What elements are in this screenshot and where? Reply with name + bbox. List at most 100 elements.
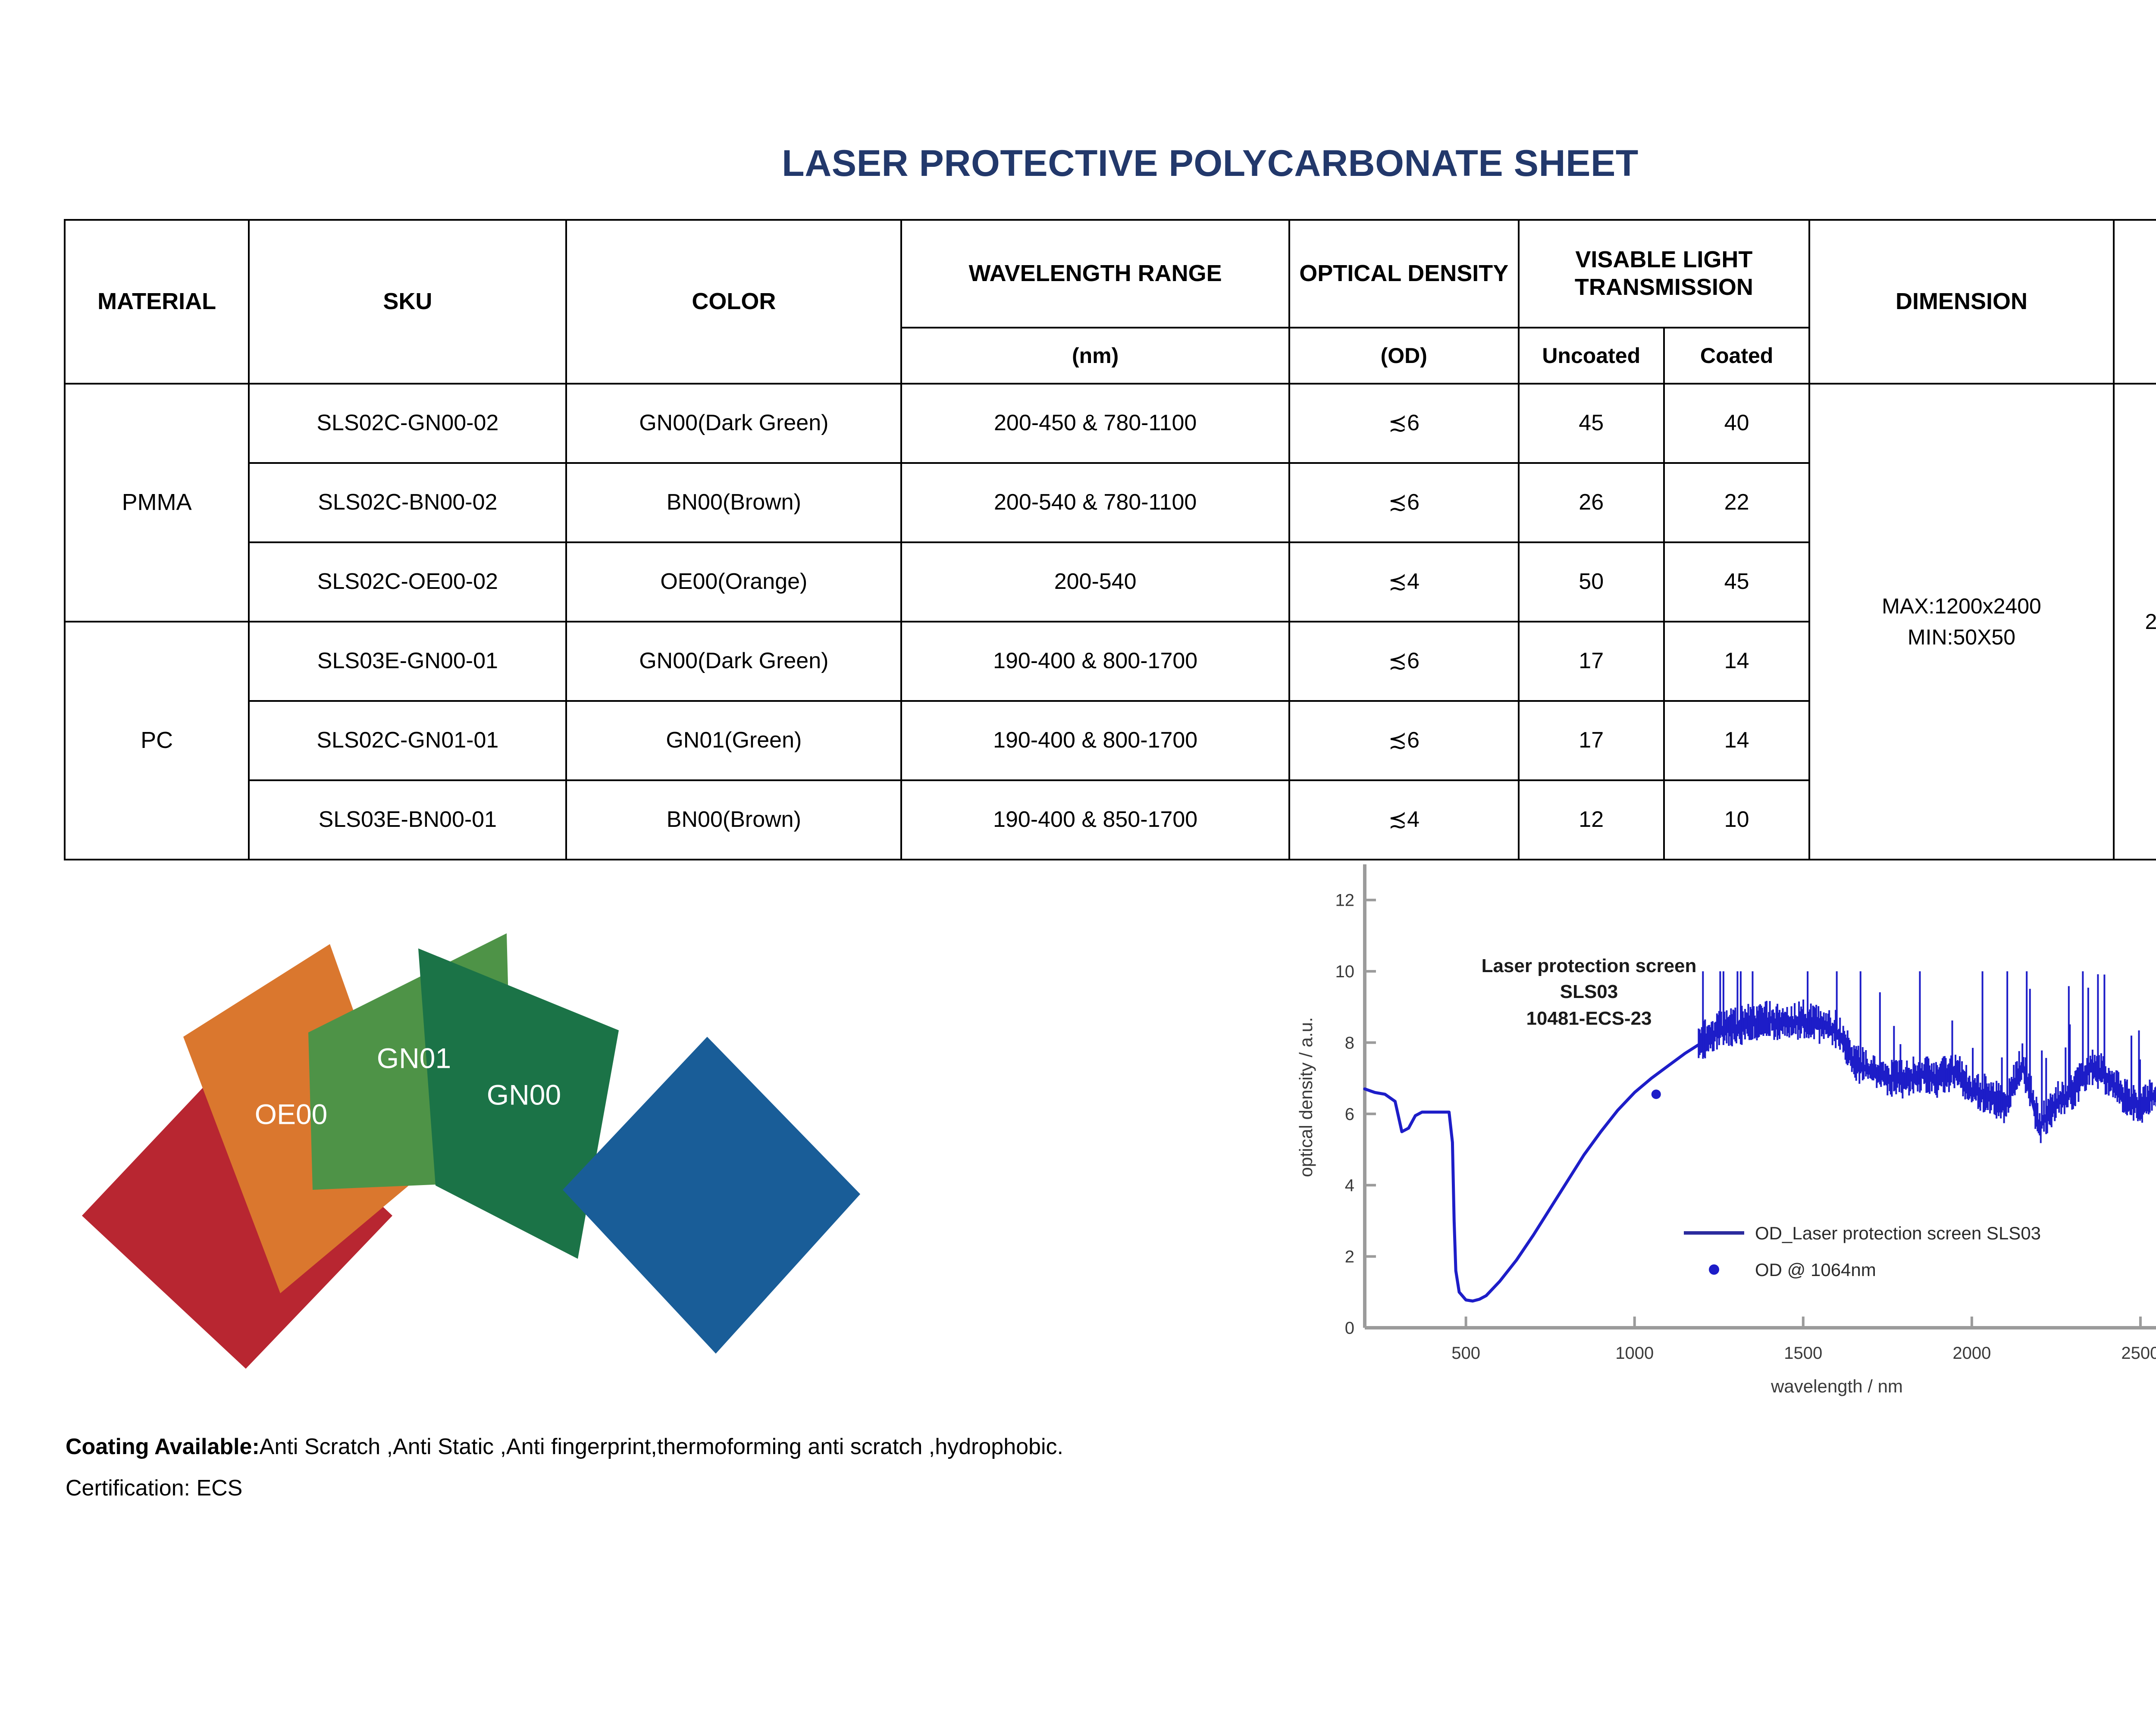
header-dimension: DIMENSION	[1808, 219, 2115, 385]
header-coated: Coated	[1663, 327, 1811, 385]
cell-wavelength: 190-400 & 800-1700	[900, 621, 1290, 702]
certification-line: Certification: ECS	[66, 1476, 243, 1501]
cell-thickness: 2mm/3.5mm/5 mm	[2112, 383, 2156, 860]
footer-notes: Coating Available:Anti Scratch ,Anti Sta…	[66, 1436, 1963, 1518]
coating-available-value: Anti Scratch ,Anti Static ,Anti fingerpr…	[259, 1434, 1063, 1459]
svg-text:2000: 2000	[1952, 1344, 1991, 1363]
cell-sku: SLS02C-BN00-02	[248, 462, 567, 543]
table-row: SLS02C-OE00-02 OE00(Orange) 200-540 ≾4 5…	[65, 541, 2156, 622]
cell-sku: SLS02C-OE00-02	[248, 541, 567, 622]
cell-sku: SLS02C-GN01-01	[248, 700, 567, 781]
specification-table: MATERIAL SKU COLOR WAVELENGTH RANGE OPTI…	[63, 219, 2156, 860]
page-title: LASER PROTECTIVE POLYCARBONATE SHEET	[782, 143, 1639, 184]
cell-uncoated: 17	[1517, 700, 1665, 781]
cell-optical-density: ≾4	[1288, 779, 1520, 860]
chart-annotation-line1: Laser protection screen	[1482, 955, 1697, 976]
cell-coated: 45	[1663, 541, 1811, 622]
cell-wavelength: 190-400 & 850-1700	[900, 779, 1290, 860]
cell-coated: 40	[1663, 383, 1811, 464]
dimension-min: MIN:50X50	[1907, 625, 2016, 649]
od-1064nm-marker	[1651, 1089, 1661, 1099]
header-material: MATERIAL	[63, 219, 250, 385]
cell-color: OE00(Orange)	[565, 541, 903, 622]
cell-uncoated: 12	[1517, 779, 1665, 860]
header-uncoated: Uncoated	[1517, 327, 1665, 385]
cell-wavelength: 190-400 & 800-1700	[900, 700, 1290, 781]
cell-optical-density: ≾6	[1288, 383, 1520, 464]
red-panel	[82, 1060, 392, 1369]
cell-dimension: MAX:1200x2400 MIN:50X50	[1808, 383, 2115, 860]
cell-color: BN00(Brown)	[565, 462, 903, 543]
table-header-row-primary: MATERIAL SKU COLOR WAVELENGTH RANGE OPTI…	[63, 219, 2156, 385]
cell-optical-density: ≾6	[1288, 462, 1520, 543]
header-sku: SKU	[248, 219, 567, 385]
svg-text:6: 6	[1345, 1105, 1354, 1124]
cell-optical-density: ≾6	[1288, 700, 1520, 781]
table-row: SLS02C-GN01-01 GN01(Green) 190-400 & 800…	[65, 700, 2156, 781]
header-od-unit: (OD)	[1288, 327, 1520, 385]
blue-panel	[563, 1037, 860, 1354]
svg-text:1500: 1500	[1784, 1344, 1822, 1363]
table-header-row-units: (nm) (OD) Uncoated Coated	[65, 327, 2156, 385]
cell-color: BN00(Brown)	[565, 779, 903, 860]
table-row: PC SLS03E-GN00-01 GN00(Dark Green) 190-4…	[63, 621, 2156, 860]
cell-sku: SLS03E-GN00-01	[248, 621, 567, 702]
chart-annotation-line3: 10481-ECS-23	[1526, 1008, 1651, 1029]
svg-text:0: 0	[1345, 1319, 1354, 1338]
table-row: SLS03E-BN00-01 BN00(Brown) 190-400 & 850…	[65, 779, 2156, 860]
chart-x-axis-title: wavelength / nm	[1771, 1376, 1903, 1396]
cell-coated: 14	[1663, 621, 1811, 702]
chart-y-ticks: 0 2 4 6 8 10 12	[1335, 891, 1376, 1338]
cell-wavelength: 200-540	[900, 541, 1290, 622]
chart-annotation-line2: SLS03	[1560, 981, 1618, 1002]
svg-text:4: 4	[1345, 1176, 1354, 1195]
dark-green-panel-label: GN00	[487, 1079, 561, 1110]
orange-panel-label: OE00	[255, 1098, 328, 1130]
cell-uncoated: 45	[1517, 383, 1665, 464]
header-wavelength-range: WAVELENGTH RANGE	[900, 219, 1290, 328]
cell-wavelength: 200-450 & 780-1100	[900, 383, 1290, 464]
legend-label-line: OD_Laser protection screen SLS03	[1755, 1223, 2041, 1243]
svg-text:2: 2	[1345, 1248, 1354, 1267]
cell-color: GN01(Green)	[565, 700, 903, 781]
header-wavelength-unit: (nm)	[900, 327, 1290, 385]
cell-uncoated: 26	[1517, 462, 1665, 543]
legend-dot-swatch	[1709, 1264, 1719, 1275]
chart-x-ticks: 50010001500200025003000	[1451, 1317, 2156, 1363]
coating-available-line: Coating Available:Anti Scratch ,Anti Sta…	[66, 1436, 1963, 1458]
cell-coated: 10	[1663, 779, 1811, 860]
table-row: PMMA SLS02C-GN00-02 GN00(Dark Green) 200…	[63, 383, 2156, 860]
dark-green-panel	[418, 948, 619, 1259]
color-panels-figure: OE00 GN01 GN00	[73, 888, 1212, 1375]
header-visible-light-transmission: VISABLE LIGHT TRANSMISSION	[1517, 219, 1811, 328]
svg-text:10: 10	[1335, 962, 1355, 981]
svg-text:2500: 2500	[2121, 1344, 2156, 1363]
svg-text:1000: 1000	[1615, 1344, 1654, 1363]
svg-text:500: 500	[1451, 1344, 1480, 1363]
legend-label-dot: OD @ 1064nm	[1755, 1260, 1876, 1280]
header-thickness: THICKNESS	[2112, 219, 2156, 385]
cell-color: GN00(Dark Green)	[565, 383, 903, 464]
svg-text:12: 12	[1335, 891, 1355, 910]
cell-material-pc: PC	[63, 621, 250, 860]
coating-available-label: Coating Available:	[66, 1434, 260, 1459]
cell-wavelength: 200-540 & 780-1100	[900, 462, 1290, 543]
cell-color: GN00(Dark Green)	[565, 621, 903, 702]
chart-y-axis-title: optical density / a.u.	[1296, 1017, 1316, 1177]
cell-coated: 22	[1663, 462, 1811, 543]
cell-sku: SLS02C-GN00-02	[248, 383, 567, 464]
cell-uncoated: 17	[1517, 621, 1665, 702]
od-curve	[1363, 1020, 2156, 1303]
cell-uncoated: 50	[1517, 541, 1665, 622]
od-noise-band	[1698, 971, 2156, 1143]
table-row: SLS02C-BN00-02 BN00(Brown) 200-540 & 780…	[65, 462, 2156, 543]
cell-optical-density: ≾6	[1288, 621, 1520, 702]
svg-text:8: 8	[1345, 1033, 1354, 1052]
cell-material-pmma: PMMA	[63, 383, 250, 622]
cell-coated: 14	[1663, 700, 1811, 781]
header-color: COLOR	[565, 219, 903, 385]
green-panel-label: GN01	[377, 1042, 451, 1074]
dimension-max: MAX:1200x2400	[1882, 594, 2041, 618]
header-optical-density: OPTICAL DENSITY	[1288, 219, 1520, 328]
